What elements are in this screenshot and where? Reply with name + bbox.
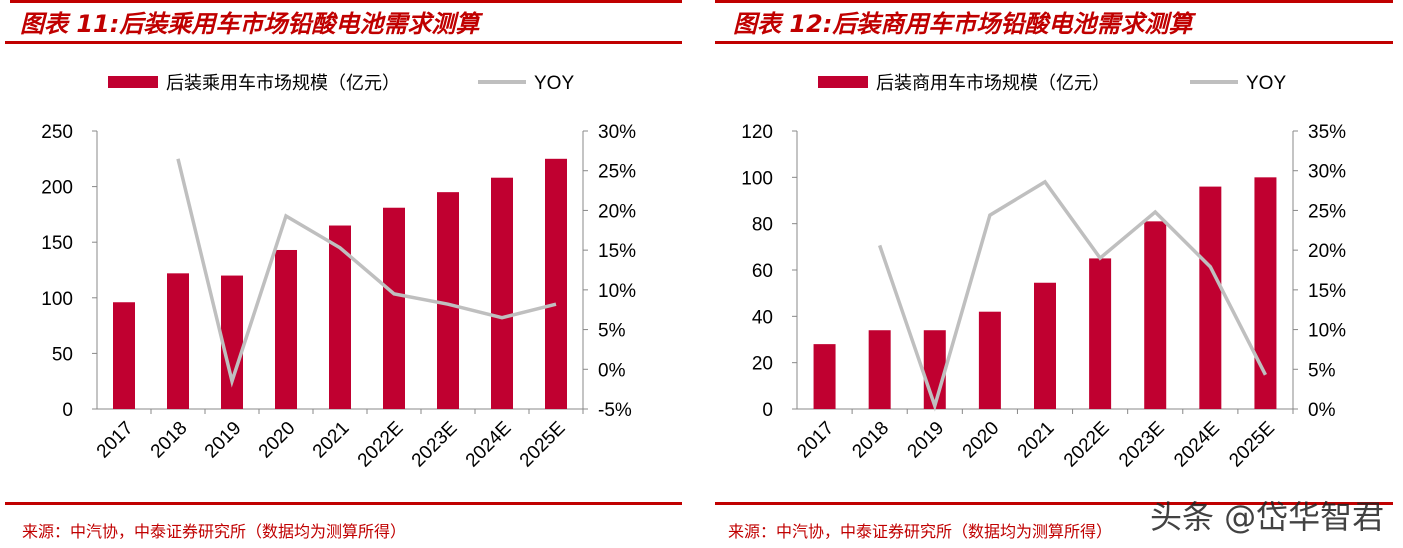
bar — [868, 330, 891, 409]
bar — [221, 275, 243, 409]
chart-title-2: 图表 12:后装商用车市场铅酸电池需求测算 — [733, 10, 1193, 38]
bar — [1199, 186, 1222, 409]
x-tick-label: 2017 — [93, 418, 138, 463]
legend-line-label: YOY — [1246, 73, 1286, 94]
x-tick-label: 2023E — [408, 418, 462, 472]
x-tick-label: 2020 — [959, 418, 1004, 463]
left-tick-label: 0 — [762, 400, 773, 421]
x-tick-label: 2021 — [309, 418, 354, 463]
yoy-line — [878, 179, 1268, 412]
right-tick-label: 10% — [1308, 321, 1346, 342]
right-tick-label: 15% — [598, 241, 636, 262]
bar — [923, 330, 946, 409]
legend-bar-swatch — [818, 76, 868, 88]
title-rule-top-1 — [10, 0, 682, 3]
bar — [491, 177, 513, 409]
left-tick-label: 60 — [752, 261, 773, 282]
legend-bar-swatch — [108, 76, 158, 88]
left-tick-label: 40 — [752, 307, 773, 328]
right-tick-label: 5% — [598, 321, 626, 342]
x-tick-label: 2020 — [255, 418, 300, 463]
bar — [437, 192, 459, 409]
bar — [1089, 258, 1112, 409]
x-tick-label: 2018 — [147, 418, 192, 463]
right-tick-label: 25% — [1308, 201, 1346, 222]
title-rule-2 — [715, 41, 1393, 44]
x-tick-label: 2024E — [1170, 418, 1224, 472]
source-rule-2 — [715, 502, 1393, 505]
bar — [167, 273, 189, 409]
left-tick-label: 100 — [41, 289, 73, 310]
bar — [275, 249, 297, 409]
bar — [383, 207, 405, 409]
legend-bar-label: 后装商用车市场规模（亿元） — [876, 73, 1110, 93]
bar — [329, 225, 351, 409]
right-tick-label: 35% — [1308, 122, 1346, 143]
left-tick-label: 250 — [41, 122, 73, 143]
yoy-line — [176, 158, 557, 388]
legend-line-label: YOY — [534, 73, 574, 94]
right-tick-label: 10% — [598, 281, 636, 302]
bar — [1144, 221, 1167, 409]
bar — [545, 158, 567, 409]
x-tick-label: 2025E — [516, 418, 570, 472]
right-tick-label: 20% — [598, 201, 636, 222]
left-tick-label: 20 — [752, 354, 773, 375]
bar — [978, 311, 1001, 409]
right-tick-label: 0% — [598, 360, 626, 381]
right-tick-label: 20% — [1308, 241, 1346, 262]
legend-bar-label: 后装乘用车市场规模（亿元） — [166, 73, 400, 93]
bar — [1254, 177, 1277, 409]
source-note-2: 来源：中汽协，中泰证券研究所（数据均为测算所得） — [728, 522, 1113, 541]
right-tick-label: -5% — [598, 400, 632, 421]
bar — [813, 344, 836, 409]
left-tick-label: 50 — [52, 344, 73, 365]
title-rule-1 — [5, 41, 682, 44]
right-tick-label: 0% — [1308, 400, 1336, 421]
right-tick-label: 25% — [598, 162, 636, 183]
x-tick-label: 2022E — [1060, 418, 1114, 472]
right-tick-label: 5% — [1308, 360, 1336, 381]
left-tick-label: 80 — [752, 215, 773, 236]
right-tick-label: 15% — [1308, 281, 1346, 302]
x-tick-label: 2024E — [462, 418, 516, 472]
bar — [1034, 282, 1056, 409]
x-tick-label: 2018 — [848, 418, 893, 463]
right-tick-label: 30% — [1308, 162, 1346, 183]
left-tick-label: 150 — [41, 233, 73, 254]
title-rule-top-2 — [715, 0, 1393, 3]
left-tick-label: 100 — [741, 168, 773, 189]
x-tick-label: 2025E — [1225, 418, 1279, 472]
x-tick-label: 2017 — [793, 418, 838, 463]
watermark: 头条 @岱华智君 — [1150, 498, 1385, 536]
left-tick-label: 200 — [41, 178, 73, 199]
chart-title-1: 图表 11:后装乘用车市场铅酸电池需求测算 — [20, 10, 480, 38]
left-tick-label: 0 — [62, 400, 73, 421]
x-tick-label: 2023E — [1115, 418, 1169, 472]
x-tick-label: 2021 — [1014, 418, 1059, 463]
left-tick-label: 120 — [741, 122, 773, 143]
x-tick-label: 2019 — [201, 418, 246, 463]
source-rule-1 — [5, 502, 682, 505]
x-tick-label: 2022E — [354, 418, 408, 472]
right-tick-label: 30% — [598, 122, 636, 143]
bar — [113, 302, 135, 409]
source-note-1: 来源：中汽协，中泰证券研究所（数据均为测算所得） — [22, 522, 407, 541]
x-tick-label: 2019 — [904, 418, 949, 463]
